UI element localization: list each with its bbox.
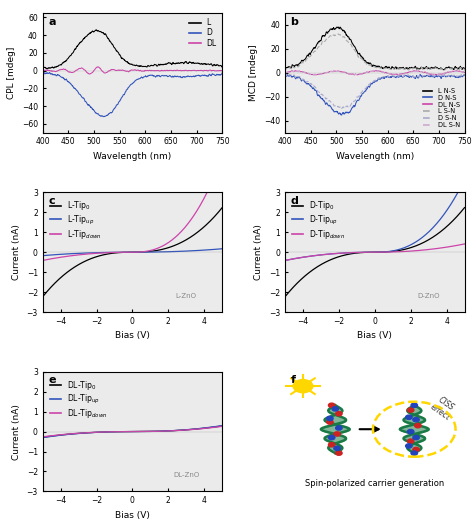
Circle shape	[406, 444, 412, 448]
Circle shape	[408, 430, 414, 434]
Y-axis label: Current (nA): Current (nA)	[255, 224, 264, 280]
Y-axis label: CPL [mdeg]: CPL [mdeg]	[7, 47, 16, 99]
Circle shape	[334, 432, 340, 436]
Circle shape	[336, 411, 342, 416]
Circle shape	[293, 380, 313, 393]
Text: c: c	[48, 196, 55, 206]
Legend: L-Tip$_0$, L-Tip$_{up}$, L-Tip$_{down}$: L-Tip$_0$, L-Tip$_{up}$, L-Tip$_{down}$	[46, 196, 105, 244]
Text: CISS
effect: CISS effect	[428, 394, 457, 422]
Circle shape	[336, 426, 342, 430]
Text: d: d	[291, 196, 298, 206]
Circle shape	[327, 420, 333, 424]
Circle shape	[332, 407, 338, 411]
Circle shape	[328, 443, 335, 447]
Text: a: a	[48, 17, 55, 27]
Circle shape	[413, 418, 419, 422]
Legend: L N-S, D N-S, DL N-S, L S-N, D S-N, DL S-N: L N-S, D N-S, DL N-S, L S-N, D S-N, DL S…	[422, 87, 461, 129]
Circle shape	[413, 447, 419, 452]
Text: D-ZnO: D-ZnO	[418, 293, 440, 298]
Circle shape	[328, 435, 335, 440]
Y-axis label: MCD [mdeg]: MCD [mdeg]	[249, 45, 258, 101]
X-axis label: Bias (V): Bias (V)	[115, 511, 150, 520]
Legend: DL-Tip$_0$, DL-Tip$_{up}$, DL-Tip$_{down}$: DL-Tip$_0$, DL-Tip$_{up}$, DL-Tip$_{down…	[46, 375, 111, 423]
Circle shape	[334, 446, 340, 450]
X-axis label: Bias (V): Bias (V)	[357, 331, 392, 341]
Circle shape	[327, 417, 333, 421]
Text: f: f	[291, 375, 295, 385]
Text: DL-ZnO: DL-ZnO	[173, 472, 200, 478]
Legend: D-Tip$_0$, D-Tip$_{up}$, D-Tip$_{down}$: D-Tip$_0$, D-Tip$_{up}$, D-Tip$_{down}$	[289, 196, 349, 244]
Circle shape	[413, 435, 419, 440]
Text: Spin-polarized carrier generation: Spin-polarized carrier generation	[305, 479, 445, 488]
Circle shape	[328, 403, 335, 408]
Circle shape	[411, 403, 418, 408]
X-axis label: Wavelength (nm): Wavelength (nm)	[336, 152, 414, 161]
Text: L-ZnO: L-ZnO	[176, 293, 197, 298]
Text: b: b	[291, 17, 298, 27]
Circle shape	[411, 451, 418, 456]
Circle shape	[336, 451, 342, 456]
Text: e: e	[48, 375, 55, 385]
Circle shape	[408, 439, 414, 444]
Y-axis label: Current (nA): Current (nA)	[12, 404, 21, 460]
Circle shape	[408, 408, 414, 412]
X-axis label: Wavelength (nm): Wavelength (nm)	[93, 152, 172, 161]
X-axis label: Bias (V): Bias (V)	[115, 331, 150, 341]
Y-axis label: Current (nA): Current (nA)	[12, 224, 21, 280]
Legend: L, D, DL: L, D, DL	[188, 17, 219, 49]
Circle shape	[406, 415, 412, 420]
Circle shape	[415, 423, 421, 428]
